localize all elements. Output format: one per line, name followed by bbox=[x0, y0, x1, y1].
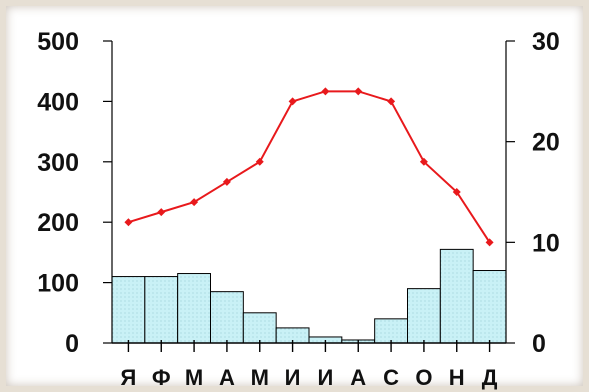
month-label-5: И bbox=[285, 365, 301, 390]
line-point-0 bbox=[124, 218, 133, 227]
line-point-4 bbox=[255, 157, 264, 166]
bar-8 bbox=[374, 318, 409, 344]
bar-4 bbox=[242, 312, 277, 344]
bar-10 bbox=[439, 248, 474, 344]
line-point-3 bbox=[222, 177, 231, 186]
bar-9 bbox=[407, 288, 441, 344]
bar-0 bbox=[111, 276, 146, 344]
line-point-6 bbox=[321, 87, 330, 96]
temperature-line bbox=[128, 90, 491, 243]
bar-3 bbox=[210, 291, 244, 344]
line-point-1 bbox=[157, 208, 166, 217]
right-tick-label-3: 30 bbox=[532, 28, 560, 56]
month-label-8: С bbox=[383, 365, 399, 390]
left-tick-label-1: 100 bbox=[37, 270, 79, 298]
right-tick-label-0: 0 bbox=[532, 330, 546, 358]
month-label-11: Д bbox=[482, 365, 498, 390]
axes bbox=[103, 40, 515, 352]
line-point-11 bbox=[485, 238, 494, 247]
line-point-8 bbox=[387, 97, 396, 106]
left-tick-label-0: 0 bbox=[65, 330, 79, 358]
bar-1 bbox=[144, 276, 179, 344]
month-label-1: Ф bbox=[152, 365, 171, 390]
line-series bbox=[124, 87, 494, 247]
bar-series bbox=[111, 248, 507, 344]
month-label-3: А bbox=[219, 365, 235, 390]
left-tick-label-3: 300 bbox=[37, 149, 79, 177]
right-tick-label-2: 20 bbox=[532, 129, 560, 157]
line-point-7 bbox=[354, 87, 363, 96]
bar-11 bbox=[472, 270, 507, 344]
right-tick-label-1: 10 bbox=[532, 229, 560, 257]
line-point-2 bbox=[190, 198, 199, 207]
month-label-9: О bbox=[415, 365, 432, 390]
month-label-4: М bbox=[251, 365, 269, 390]
left-tick-label-5: 500 bbox=[37, 28, 79, 56]
month-label-7: А bbox=[350, 365, 366, 390]
month-label-0: Я bbox=[121, 365, 137, 390]
line-point-9 bbox=[419, 157, 428, 166]
bar-2 bbox=[177, 273, 211, 344]
month-label-6: И bbox=[318, 365, 334, 390]
month-label-2: М bbox=[185, 365, 203, 390]
line-point-5 bbox=[288, 97, 297, 106]
month-label-10: Н bbox=[449, 365, 465, 390]
line-point-10 bbox=[452, 188, 461, 196]
left-tick-label-4: 400 bbox=[37, 88, 79, 116]
left-tick-label-2: 200 bbox=[37, 209, 79, 237]
